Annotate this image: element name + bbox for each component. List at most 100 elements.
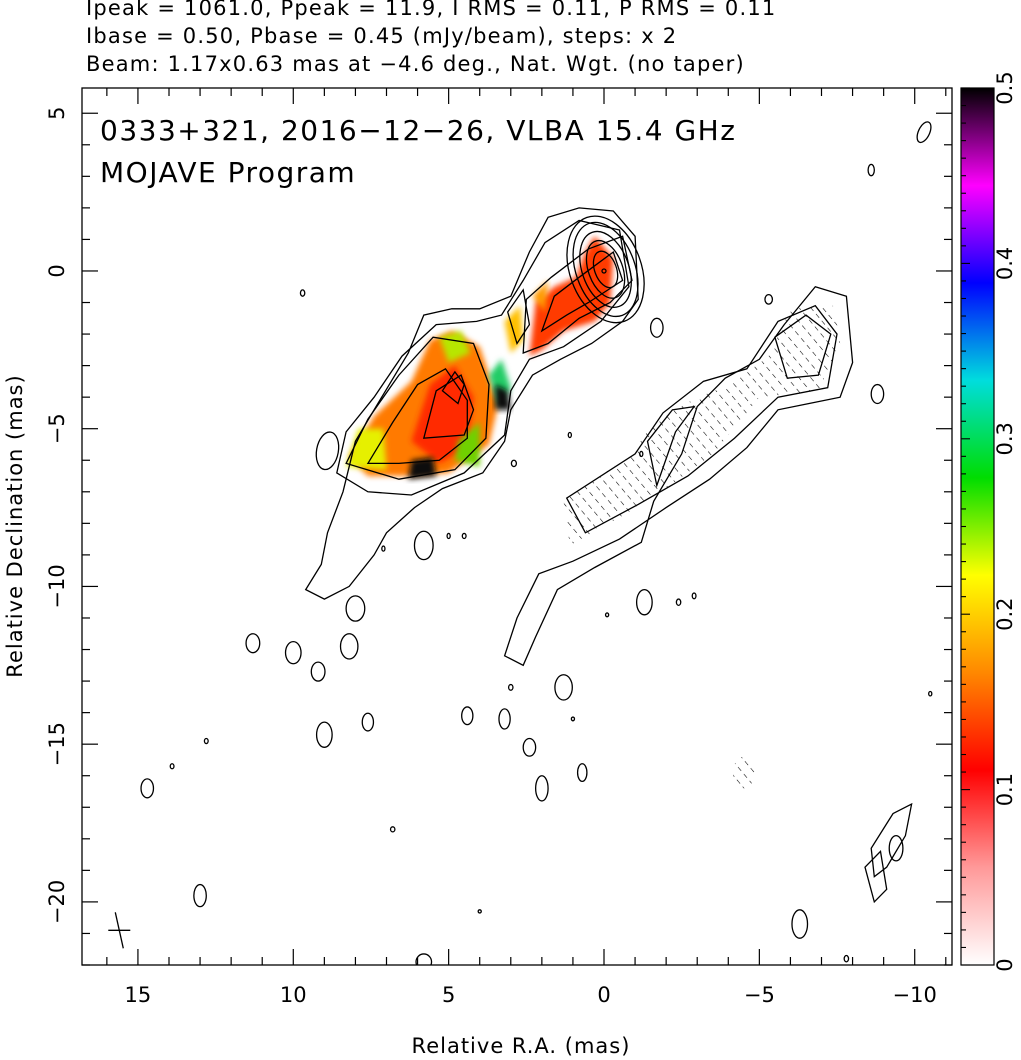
noise-contour <box>284 640 302 665</box>
beam-marker <box>108 912 131 949</box>
contour-line <box>540 250 624 333</box>
x-tick-label: 5 <box>442 983 455 1007</box>
noise-contour <box>169 763 175 770</box>
y-axis-title: Relative Declination (mas) <box>3 374 27 677</box>
noise-contour <box>764 293 774 305</box>
noise-contour <box>389 826 396 833</box>
core-contour <box>579 230 632 308</box>
contour-line <box>522 235 633 354</box>
contour-line <box>774 314 832 379</box>
noise-contour <box>604 612 610 618</box>
contour-line <box>366 367 468 465</box>
plot-frame <box>81 87 953 966</box>
header-line-3: Beam: 1.17x0.63 mas at −4.6 deg., Nat. W… <box>86 52 745 76</box>
contour-line <box>422 374 475 439</box>
noise-contour <box>477 909 482 914</box>
noise-contour <box>510 459 518 468</box>
x-tick-label: −10 <box>893 983 937 1007</box>
pol-region-orange <box>532 280 549 312</box>
noise-contour <box>867 163 875 177</box>
noise-contour <box>345 595 366 622</box>
x-axis-title: Relative R.A. (mas) <box>412 1034 631 1058</box>
noise-contour <box>570 716 576 722</box>
y-tick-label: −10 <box>45 564 69 608</box>
core-contour <box>585 239 626 299</box>
core-contour <box>572 221 639 318</box>
noise-contour <box>888 835 904 862</box>
core-peak <box>601 268 607 274</box>
noise-contour <box>315 721 333 748</box>
noise-contour <box>870 383 885 405</box>
header-line-2: Ibase = 0.50, Pbase = 0.45 (mJy/beam), s… <box>86 24 678 48</box>
y-axis-tick-labels: 5 0 −5 −10 −15 −20 <box>45 107 69 925</box>
x-axis-tick-labels: 15 10 5 0 −5 −10 <box>125 983 937 1007</box>
core-contour <box>566 215 645 324</box>
pol-region-green <box>454 422 480 467</box>
y-tick-label: 0 <box>45 264 69 277</box>
noise-contour <box>415 953 433 965</box>
contour-line <box>336 219 630 496</box>
x-tick-label: −5 <box>744 983 775 1007</box>
noise-contour <box>193 883 207 908</box>
polarization-color-map <box>346 236 614 480</box>
source-annotation: 0333+321, 2016−12−26, VLBA 15.4 GHz <box>100 114 736 147</box>
colorbar-tick-label: 0.3 <box>993 422 1017 455</box>
noise-contour <box>245 633 261 654</box>
header-line-1: Ipeak = 1061.0, Ppeak = 11.9, I RMS = 0.… <box>86 0 777 20</box>
noise-contour <box>140 778 155 799</box>
x-tick-label: 10 <box>280 983 307 1007</box>
noise-contour <box>381 545 386 552</box>
core-contour <box>592 250 619 289</box>
contour-line <box>506 288 531 346</box>
colorbar-tick-label: 0.4 <box>993 247 1017 280</box>
contour-line <box>870 802 913 878</box>
y-tick-label: −20 <box>45 880 69 924</box>
noise-contour <box>339 633 359 660</box>
colorbar-tick-labels: 0 0.1 0.2 0.3 0.4 0.5 <box>993 71 1017 971</box>
noise-contour <box>649 317 664 338</box>
colorbar-ticks <box>961 87 970 966</box>
noise-contour <box>639 450 644 458</box>
noise-contour <box>534 775 549 802</box>
noise-contour <box>791 909 809 939</box>
noise-contour <box>507 683 514 691</box>
colorbar <box>960 87 995 966</box>
contour-line <box>565 304 838 534</box>
polarization-hatch-region <box>563 305 841 789</box>
noise-contour <box>461 706 474 726</box>
noise-contour <box>446 532 451 540</box>
y-tick-label: 5 <box>45 107 69 120</box>
x-axis-ticks <box>106 88 947 965</box>
noise-contour <box>928 690 933 697</box>
intensity-contours <box>140 121 933 965</box>
noise-contour <box>675 598 682 607</box>
noise-contour <box>567 431 573 439</box>
y-tick-label: −5 <box>45 413 69 444</box>
y-tick-label: −15 <box>45 722 69 766</box>
program-annotation: MOJAVE Program <box>100 156 356 189</box>
noise-contour <box>315 431 340 471</box>
pol-region-black <box>495 384 511 410</box>
noise-contour <box>299 289 306 297</box>
noise-contour <box>461 532 467 540</box>
noise-contour <box>310 661 326 682</box>
noise-contour <box>522 737 537 757</box>
y-axis-ticks <box>82 112 952 966</box>
noise-contour <box>576 763 588 783</box>
noise-contour <box>361 712 375 732</box>
colorbar-tick-label: 0.1 <box>993 773 1017 806</box>
x-tick-label: 0 <box>597 983 610 1007</box>
colorbar-tick-label: 0.5 <box>993 71 1017 104</box>
noise-contour <box>843 954 850 963</box>
hatched-jet-region <box>563 305 841 546</box>
noise-contour <box>413 530 434 561</box>
noise-contour <box>554 674 573 701</box>
noise-contour <box>916 121 932 144</box>
x-tick-label: 15 <box>125 983 152 1007</box>
noise-contour <box>691 592 697 600</box>
pol-region-red <box>411 365 474 464</box>
hatched-blob <box>732 756 755 789</box>
colorbar-tick-label: 0.2 <box>993 597 1017 630</box>
contour-line <box>503 285 854 667</box>
